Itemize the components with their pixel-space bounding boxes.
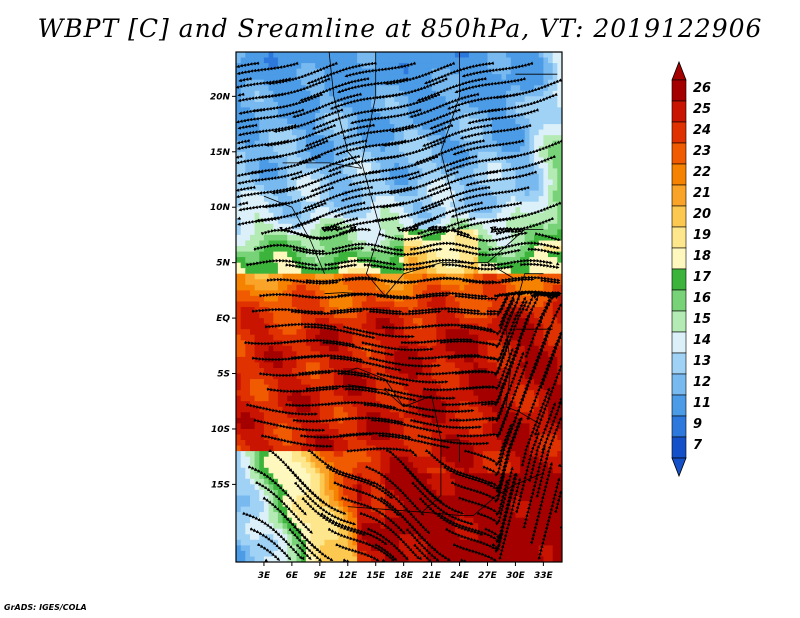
lon-tick-label: 21E [422, 571, 442, 581]
lon-tick-label: 30E [506, 571, 526, 581]
colorbar-swatch [671, 184, 687, 207]
colorbar-label: 23 [693, 144, 711, 159]
colorbar-swatch [671, 310, 687, 333]
colorbar-swatch [671, 436, 687, 459]
colorbar-label: 16 [693, 291, 711, 306]
lat-tick-label: 15N [210, 148, 231, 158]
lat-tick-label: EQ [216, 314, 230, 324]
lat-tick-label: 20N [210, 92, 231, 102]
lat-tick-label: 5N [216, 259, 230, 269]
colorbar-swatch [671, 163, 687, 186]
colorbar-swatch [671, 100, 687, 123]
lon-tick-label: 15E [366, 571, 386, 581]
lat-axis: 20N 15N 10N 5N EQ 5S 10S 15S [210, 92, 236, 490]
colorbar: 26 25 24 23 22 21 20 19 18 17 16 15 14 13 12 11 9 7 [671, 60, 712, 478]
colorbar-label: 15 [693, 312, 711, 327]
colorbar-label: 21 [693, 186, 711, 201]
colorbar-label: 14 [693, 333, 711, 348]
lat-tick-label: 15S [211, 480, 230, 490]
streamlines [236, 61, 562, 562]
lon-tick-label: 24E [450, 571, 470, 581]
colorbar-swatch [671, 205, 687, 228]
colorbar-label: 24 [693, 123, 711, 138]
colorbar-swatch [671, 352, 687, 375]
lon-tick-label: 12E [338, 571, 358, 581]
chart-title: WBPT [C] and Sreamline at 850hPa, VT: 20… [37, 14, 763, 43]
colorbar-label: 18 [693, 249, 711, 264]
lat-tick-label: 5S [217, 370, 230, 380]
lat-tick-label: 10S [211, 425, 230, 435]
colorbar-label: 11 [693, 396, 711, 411]
colorbar-label: 19 [693, 228, 711, 243]
country-borders [263, 52, 558, 516]
colorbar-label: 12 [693, 375, 711, 390]
lon-axis: 3E 6E 9E 12E 15E 18E 21E 24E 27E 30E 33E [258, 562, 554, 581]
colorbar-swatch [671, 142, 687, 165]
colorbar-swatch [671, 289, 687, 312]
colorbar-label: 25 [693, 102, 711, 117]
colorbar-top-arrow [671, 60, 687, 81]
lat-tick-label: 10N [210, 203, 231, 213]
lon-tick-label: 33E [534, 571, 554, 581]
colorbar-label: 26 [693, 81, 711, 96]
colorbar-swatch [671, 331, 687, 354]
colorbar-swatch [671, 79, 687, 102]
colorbar-label: 22 [693, 165, 711, 180]
map-frame [235, 51, 563, 563]
colorbar-label: 13 [693, 354, 711, 369]
colorbar-swatch [671, 415, 687, 438]
colorbar-swatch [671, 268, 687, 291]
colorbar-bottom-arrow [671, 457, 687, 478]
colorbar-label: 20 [693, 207, 711, 222]
colorbar-swatch [671, 373, 687, 396]
grads-credit: GrADS: IGES/COLA [4, 603, 87, 612]
lon-tick-label: 9E [314, 571, 327, 581]
colorbar-swatch [671, 394, 687, 417]
lon-tick-label: 27E [478, 571, 498, 581]
lon-tick-label: 18E [394, 571, 414, 581]
colorbar-swatch [671, 226, 687, 249]
colorbar-swatch [671, 121, 687, 144]
colorbar-swatch [671, 247, 687, 270]
colorbar-label: 9 [693, 417, 702, 432]
colorbar-label: 17 [693, 270, 712, 285]
lon-tick-label: 3E [258, 571, 271, 581]
lon-tick-label: 6E [286, 571, 299, 581]
colorbar-label: 7 [693, 438, 703, 453]
